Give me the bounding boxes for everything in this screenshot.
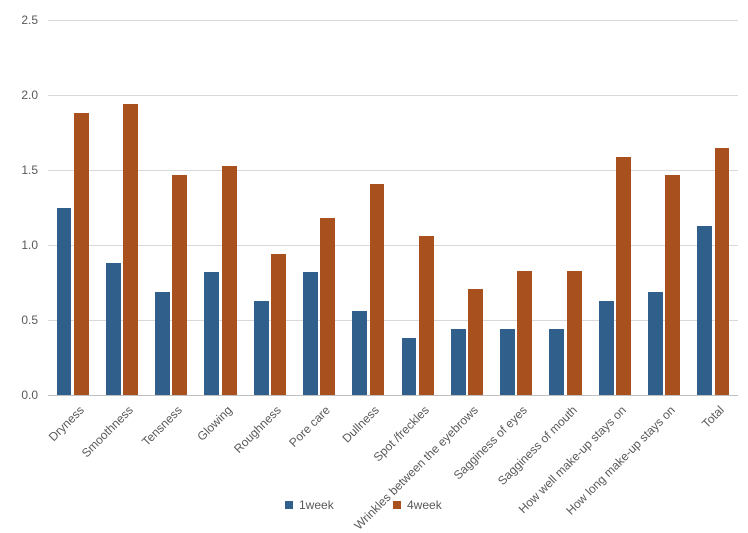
bar: [549, 329, 564, 395]
x-axis-baseline: [48, 395, 738, 396]
bar: [648, 292, 663, 396]
legend-swatch: [393, 501, 401, 509]
y-axis-tick-label: 2.0: [0, 88, 38, 102]
skin-improvement-chart: 0.0 0.5 1.0 1.5 2.0 2.5 DrynessSmoothnessTensn…: [0, 0, 748, 526]
x-axis-category-label: Dullness: [340, 403, 382, 445]
x-axis-category-label: Roughness: [231, 403, 284, 456]
bar: [419, 236, 434, 395]
gridline: [48, 20, 738, 21]
legend-item: 1week: [285, 498, 334, 512]
bar: [567, 271, 582, 396]
bar: [715, 148, 730, 396]
legend-label: 1week: [299, 498, 334, 512]
bar: [123, 104, 138, 395]
legend-swatch: [285, 501, 293, 509]
bar: [599, 301, 614, 396]
x-axis-category-label: Smoothness: [79, 403, 136, 460]
bar: [402, 338, 417, 395]
bar: [500, 329, 515, 395]
bar: [352, 311, 367, 395]
bar: [155, 292, 170, 396]
bar: [74, 113, 89, 395]
bar: [222, 166, 237, 396]
gridline: [48, 245, 738, 246]
bar: [468, 289, 483, 396]
y-axis-tick-label: 0.0: [0, 388, 38, 402]
y-axis-tick-label: 0.5: [0, 313, 38, 327]
legend-label: 4week: [407, 498, 442, 512]
bar: [172, 175, 187, 396]
bar: [271, 254, 286, 395]
x-axis-category-label: Pore care: [286, 403, 333, 450]
bar: [370, 184, 385, 396]
legend-item: 4week: [393, 498, 442, 512]
bar: [57, 208, 72, 396]
bar: [697, 226, 712, 396]
y-axis-tick-label: 1.0: [0, 238, 38, 252]
bar: [303, 272, 318, 395]
x-axis-category-label: Glowing: [194, 403, 235, 444]
gridline: [48, 170, 738, 171]
y-axis-tick-label: 1.5: [0, 163, 38, 177]
plot-area: [48, 20, 738, 395]
bar: [517, 271, 532, 396]
gridline: [48, 95, 738, 96]
bar: [254, 301, 269, 396]
bar: [320, 218, 335, 395]
x-axis-category-label: Dryness: [46, 403, 87, 444]
x-axis-category-label: Total: [699, 403, 727, 431]
y-axis-tick-label: 2.5: [0, 13, 38, 27]
x-axis-category-label: Tensness: [139, 403, 185, 449]
bar: [665, 175, 680, 396]
bar: [451, 329, 466, 395]
bar: [204, 272, 219, 395]
gridline: [48, 320, 738, 321]
bar: [106, 263, 121, 395]
bar: [616, 157, 631, 396]
